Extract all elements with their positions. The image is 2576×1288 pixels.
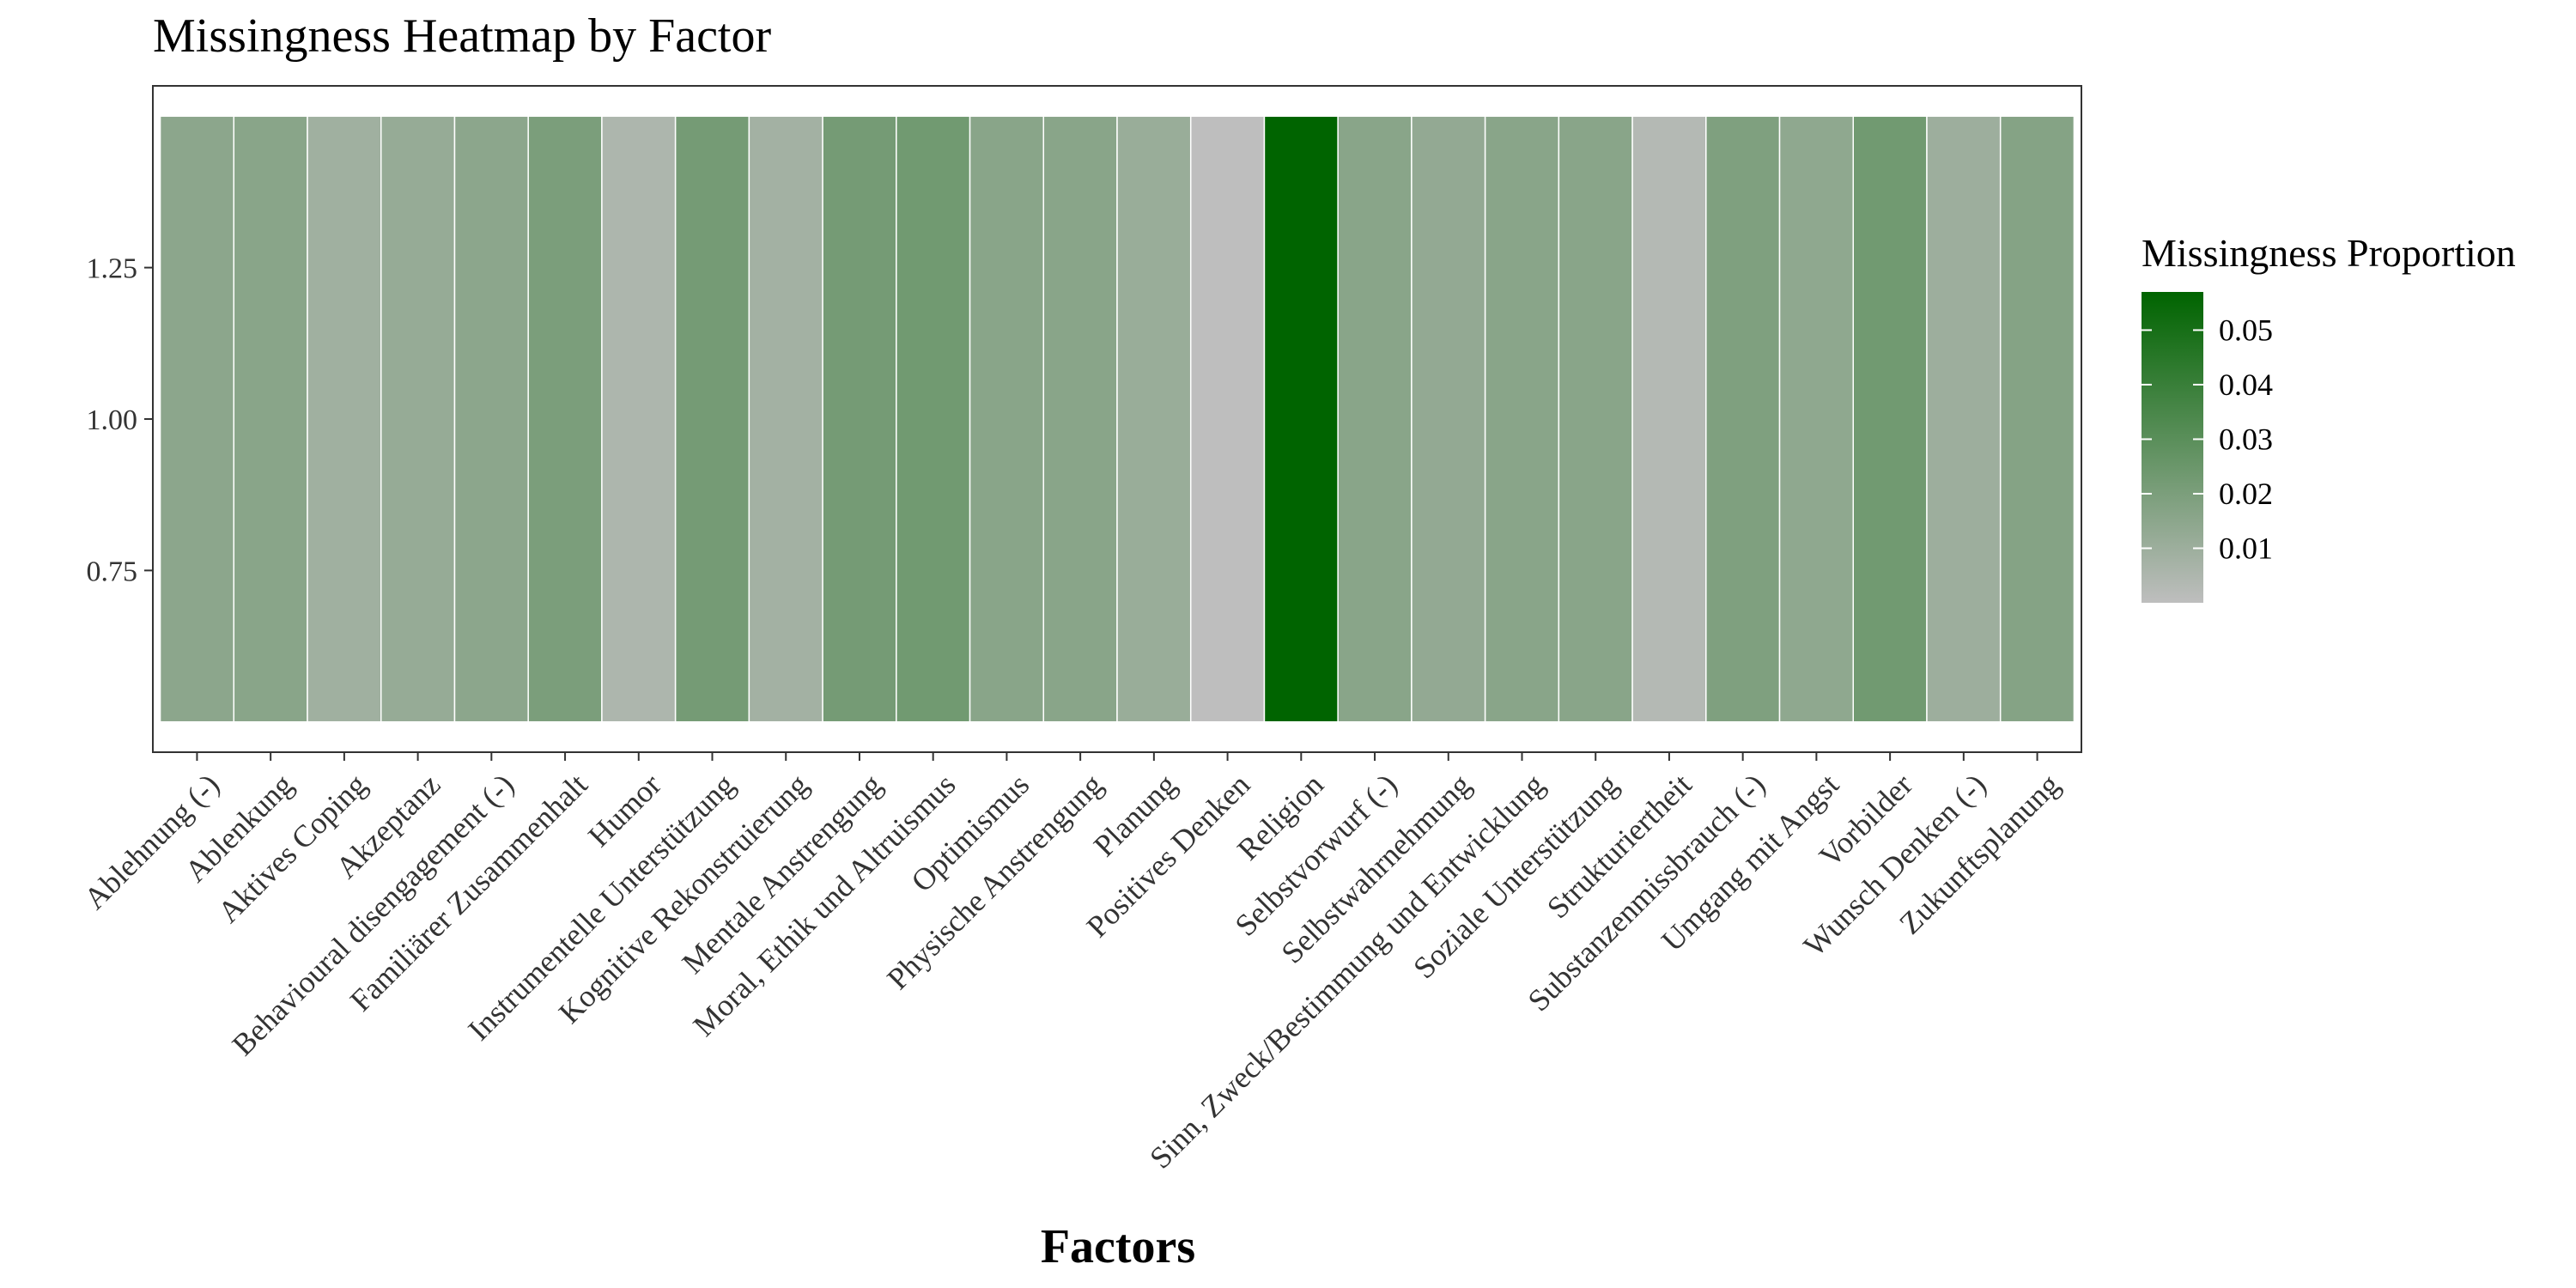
legend-tick-label: 0.02: [2219, 477, 2273, 511]
heatmap-tile: [1411, 115, 1486, 723]
legend-colorbar: [2142, 292, 2203, 603]
legend-title: Missingness Proportion: [2142, 231, 2516, 275]
y-tick-label: 1.00: [87, 404, 138, 436]
heatmap-tile: [307, 115, 382, 723]
heatmap-tile: [527, 115, 603, 723]
heatmap-tile: [748, 115, 823, 723]
heatmap-tiles: [159, 115, 2075, 723]
heatmap-tile: [674, 115, 750, 723]
y-tick-label: 0.75: [87, 556, 138, 587]
heatmap-tile: [1263, 115, 1339, 723]
heatmap-tile: [1926, 115, 2002, 723]
heatmap-tile: [601, 115, 677, 723]
heatmap-tile: [1189, 115, 1266, 723]
heatmap-tile: [1337, 115, 1413, 723]
y-axis: 0.75 1.00 1.25: [87, 253, 153, 587]
legend-tick-label: 0.01: [2219, 531, 2273, 565]
heatmap-tile: [453, 115, 529, 723]
heatmap-tile: [1484, 115, 1560, 723]
heatmap-tile: [1042, 115, 1118, 723]
legend-tick-label: 0.03: [2219, 422, 2273, 456]
heatmap-tile: [1631, 115, 1707, 723]
heatmap-tile: [233, 115, 308, 723]
heatmap-tile: [1705, 115, 1781, 723]
heatmap-tile: [969, 115, 1045, 723]
heatmap-tile: [1558, 115, 1633, 723]
legend: Missingness Proportion 0.01 0.02 0.03 0.04 0…: [2142, 231, 2516, 603]
legend-tick-label: 0.04: [2219, 368, 2273, 402]
heatmap-tile: [1116, 115, 1192, 723]
heatmap-tile: [380, 115, 456, 723]
heatmap-tile: [896, 115, 971, 723]
chart-title: Missingness Heatmap by Factor: [153, 9, 771, 63]
heatmap-tile: [1778, 115, 1855, 723]
x-axis-title: Factors: [1041, 1220, 1195, 1273]
heatmap-tile: [1999, 115, 2075, 723]
heatmap-tile: [1852, 115, 1928, 723]
heatmap-tile: [159, 115, 235, 723]
heatmap-tile: [822, 115, 897, 723]
y-tick-label: 1.25: [87, 253, 138, 285]
legend-tick-label: 0.05: [2219, 313, 2273, 347]
